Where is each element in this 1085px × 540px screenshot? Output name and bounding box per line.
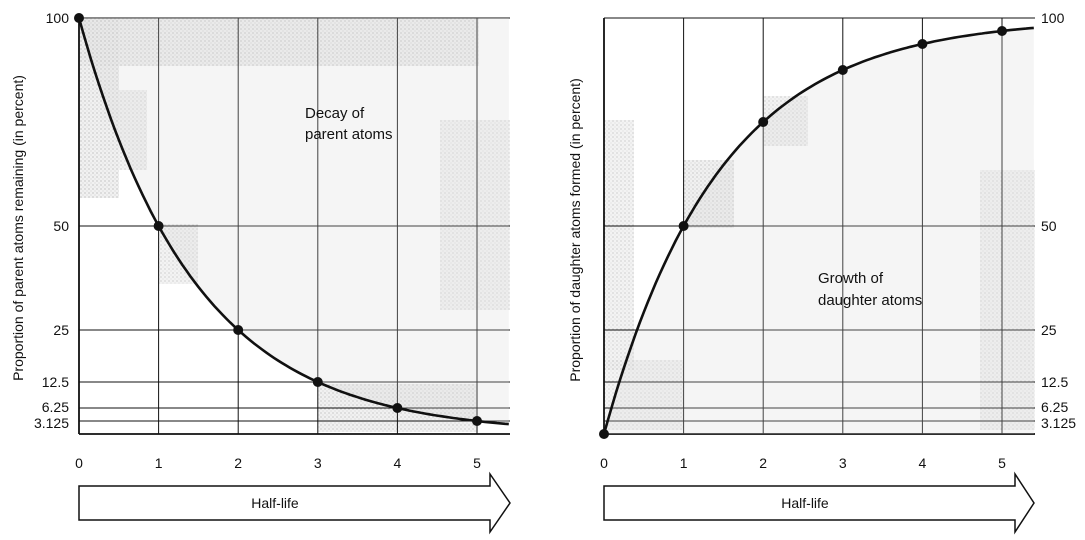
decay-data-point [472,416,482,426]
growth-x-tick-label: 1 [680,455,688,471]
decay-curve-fill [79,18,509,425]
growth-data-point [837,65,848,75]
decay-y-tick-label: 100 [46,10,70,26]
decay-area [79,18,509,425]
decay-annotation-line-2: parent atoms [305,126,393,143]
decay-y-tick-labels: 100 50 25 12.5 6.253.125 [34,10,69,431]
decay-annotation-line-1: Decay of [305,105,365,122]
decay-x-tick-label: 2 [234,455,242,471]
growth-x-tick-label: 5 [998,455,1006,471]
growth-y-tick-label: 100 [1041,10,1065,26]
growth-data-point [997,26,1007,36]
growth-annotation: Growth of daughter atoms [818,270,922,309]
growth-grid [603,17,1035,435]
decay-y-axis-label: Proportion of parent atoms remaining (in… [10,75,26,381]
decay-x-tick-label: 1 [155,455,163,471]
growth-data-point [599,429,609,439]
decay-data-point [74,13,84,23]
decay-data-point [392,403,403,413]
decay-data-point [233,325,244,335]
growth-x-tick-label: 2 [759,455,767,471]
growth-area [604,27,1034,435]
decay-x-tick-label: 3 [314,455,322,471]
decay-x-tick-label: 0 [75,455,83,471]
decay-data-point [153,221,164,231]
growth-data-point [758,117,769,127]
decay-y-tick-label: 3.125 [34,415,69,431]
decay-x-tick-label: 4 [394,455,402,471]
growth-half-life-arrow: Half-life [603,471,1035,535]
decay-chart: 0 1 2 3 4 5 100 50 25 12.5 6.253.125 Decay of par… [10,10,511,535]
growth-x-tick-labels: 0 1 2 3 4 5 [600,455,1006,471]
decay-data-point [312,377,323,387]
decay-half-life-arrow: Half-life [78,471,511,535]
growth-y-axis-label: Proportion of daughter atoms formed (in … [567,78,583,382]
decay-grid [78,17,510,435]
growth-chart: 0 1 2 3 4 5 100 50 25 12.5 6.253.125 Growth of da… [567,10,1076,535]
growth-y-tick-labels: 100 50 25 12.5 6.253.125 [1041,10,1076,431]
growth-data-point [678,221,689,231]
growth-annotation-line-2: daughter atoms [818,292,922,309]
growth-x-tick-label: 0 [600,455,608,471]
growth-annotation-line-1: Growth of [818,270,884,287]
decay-y-tick-label: 6.25 [42,399,69,415]
decay-y-tick-label: 12.5 [42,374,69,390]
growth-y-tick-label: 3.125 [1041,415,1076,431]
growth-y-tick-label: 50 [1041,218,1057,234]
growth-y-tick-label: 25 [1041,322,1057,338]
growth-data-point [917,39,928,49]
decay-x-axis-label: Half-life [251,495,299,511]
decay-x-tick-labels: 0 1 2 3 4 5 [75,455,481,471]
growth-y-tick-label: 12.5 [1041,374,1068,390]
growth-curve [602,26,1034,435]
decay-annotation: Decay of parent atoms [305,105,393,143]
growth-x-tick-label: 4 [919,455,927,471]
decay-curve [77,17,509,426]
decay-x-tick-label: 5 [473,455,481,471]
decay-y-tick-label: 25 [53,322,69,338]
growth-curve-fill [604,27,1034,435]
growth-y-tick-label: 6.25 [1041,399,1068,415]
decay-y-tick-label: 50 [53,218,69,234]
growth-x-tick-label: 3 [839,455,847,471]
growth-shading [604,96,1035,430]
growth-x-axis-label: Half-life [781,495,829,511]
decay-data-points [74,13,482,426]
growth-data-points [599,26,1007,439]
